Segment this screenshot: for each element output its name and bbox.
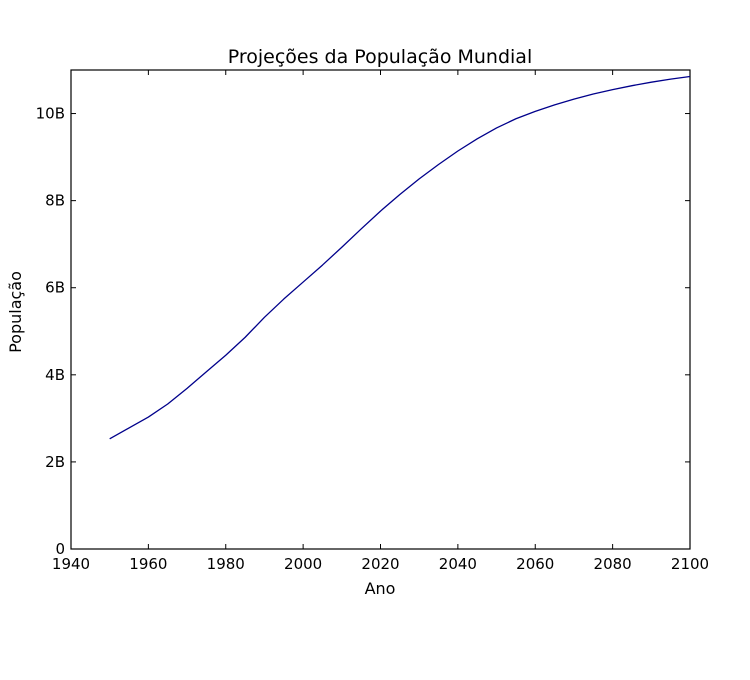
y-axis-label: População xyxy=(6,271,25,353)
x-tick-label: 2000 xyxy=(284,555,322,573)
axis-ticks: 1940 1960 1980 2000 2020 2040 2060 2080 2100 0 2B 4… xyxy=(36,70,709,573)
x-tick-label: 1960 xyxy=(129,555,167,573)
x-axis-label: Ano xyxy=(365,579,396,598)
population-line-series xyxy=(109,75,691,440)
x-tick-label: 2060 xyxy=(516,555,554,573)
y-tick-label: 0 xyxy=(55,540,65,558)
y-tick-label: 8B xyxy=(45,192,65,210)
y-tick-label: 2B xyxy=(45,453,65,471)
x-tick-label: 1980 xyxy=(207,555,245,573)
plot-frame xyxy=(70,69,691,550)
y-tick-label: 4B xyxy=(45,366,65,384)
plot-area xyxy=(70,69,691,550)
x-tick-label: 2040 xyxy=(439,555,477,573)
x-tick-label: 2100 xyxy=(671,555,709,573)
y-tick-label: 10B xyxy=(36,105,65,123)
x-tick-label: 1940 xyxy=(52,555,90,573)
chart-title: Projeções da População Mundial xyxy=(228,46,532,68)
x-tick-label: 2080 xyxy=(594,555,632,573)
y-tick-label: 6B xyxy=(45,279,65,297)
x-tick-label: 2020 xyxy=(361,555,399,573)
